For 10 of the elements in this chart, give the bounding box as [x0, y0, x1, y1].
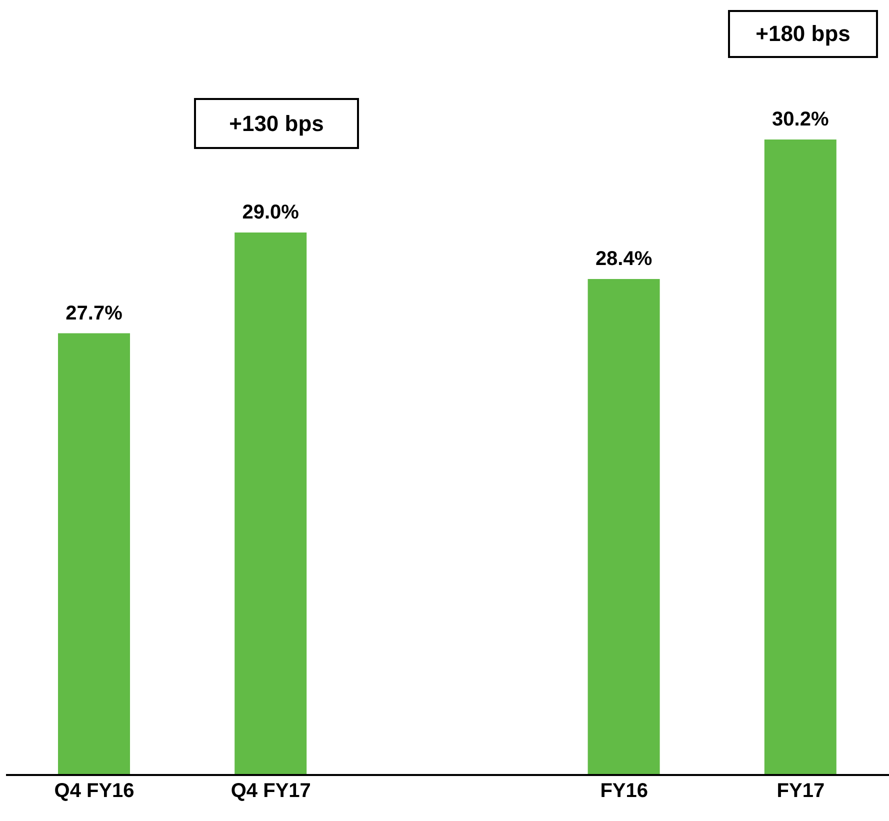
- x-tick-label: Q4 FY17: [230, 780, 311, 802]
- x-tick-label: Q4 FY16: [54, 780, 134, 802]
- data-label: 28.4%: [595, 248, 652, 270]
- data-label: 27.7%: [66, 302, 123, 324]
- data-label: 29.0%: [242, 202, 300, 224]
- x-tick-label: FY17: [776, 780, 825, 802]
- data-label: 30.2%: [772, 108, 829, 130]
- x-tick-label: FY16: [600, 780, 648, 802]
- annotation: +180 bps: [728, 10, 878, 58]
- annotation: +130 bps: [194, 98, 359, 149]
